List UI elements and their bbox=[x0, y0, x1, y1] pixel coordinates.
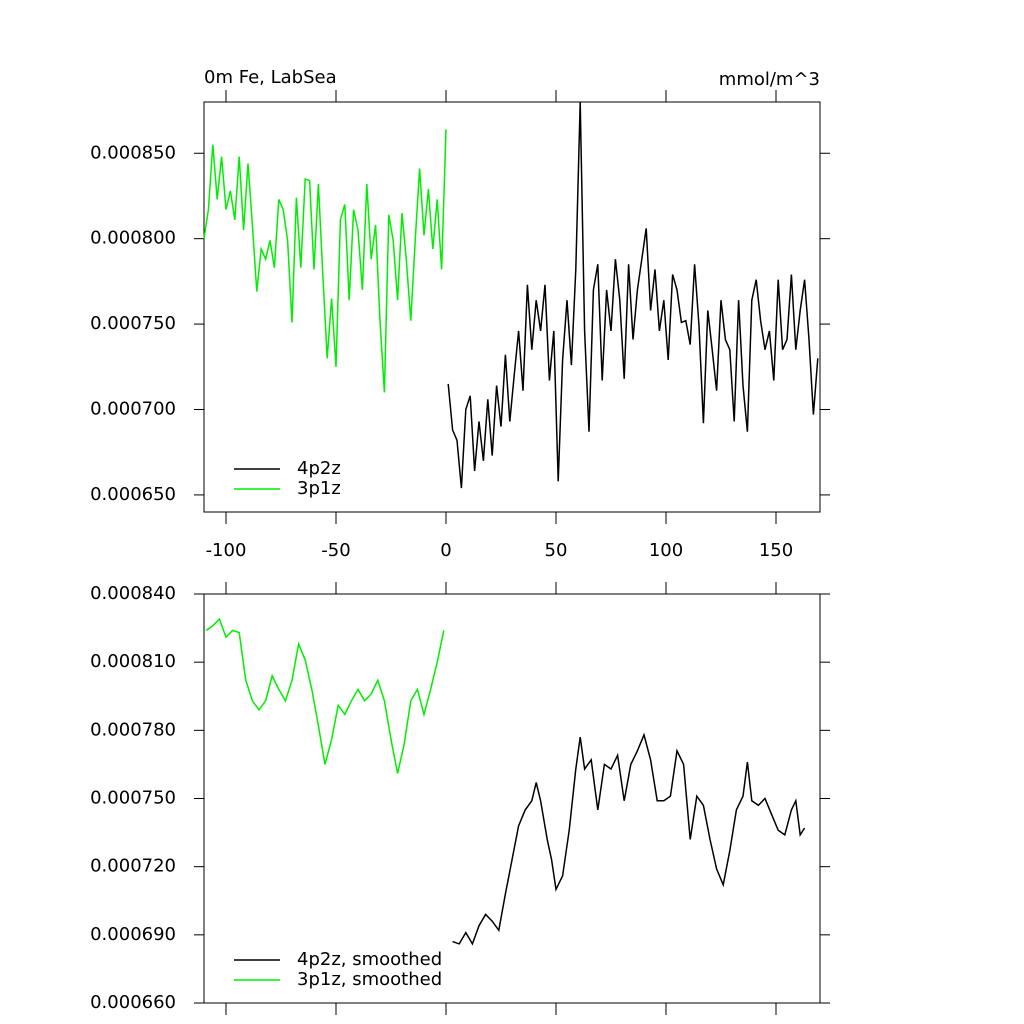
y-tick-label: 0.000750 bbox=[90, 313, 176, 334]
x-tick-label: -100 bbox=[206, 540, 247, 561]
chart-title: 0m Fe, LabSea bbox=[204, 67, 337, 88]
x-tick-label: -50 bbox=[321, 540, 350, 561]
y-tick-label: 0.000750 bbox=[90, 788, 176, 809]
y-tick-label: 0.000720 bbox=[90, 856, 176, 877]
y-tick-label: 0.000850 bbox=[90, 142, 176, 163]
y-tick-label: 0.000660 bbox=[90, 992, 176, 1013]
x-tick-label: 0 bbox=[440, 540, 451, 561]
data-line bbox=[205, 617, 445, 774]
y-tick-label: 0.000700 bbox=[90, 399, 176, 420]
y-tick-label: 0.000650 bbox=[90, 484, 176, 505]
legend-label: 3p1z bbox=[297, 478, 341, 499]
x-tick-label: 100 bbox=[649, 540, 683, 561]
legend-label: 4p2z, smoothed bbox=[297, 949, 442, 970]
legend-label: 4p2z bbox=[297, 458, 341, 479]
data-line bbox=[452, 732, 806, 946]
y-tick-label: 0.000690 bbox=[90, 924, 176, 945]
legend-label: 3p1z, smoothed bbox=[297, 969, 442, 990]
units-label: mmol/m^3 bbox=[719, 69, 820, 90]
data-line bbox=[203, 129, 447, 393]
data-line bbox=[447, 101, 819, 489]
plot-frame bbox=[203, 101, 821, 513]
y-tick-label: 0.000840 bbox=[90, 583, 176, 604]
x-tick-label: 50 bbox=[545, 540, 568, 561]
y-tick-label: 0.000800 bbox=[90, 228, 176, 249]
x-tick-label: 150 bbox=[759, 540, 793, 561]
y-tick-label: 0.000780 bbox=[90, 719, 176, 740]
y-tick-label: 0.000810 bbox=[90, 651, 176, 672]
